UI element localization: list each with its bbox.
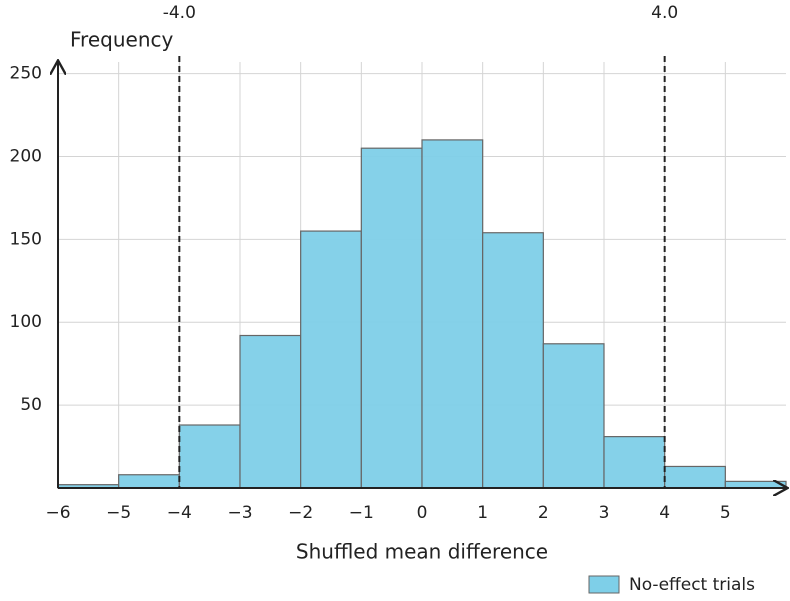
bar bbox=[603, 436, 666, 489]
reference-label: 4.0 bbox=[651, 3, 678, 23]
x-axis-label: Shuffled mean difference bbox=[296, 540, 548, 564]
x-tick-label: −6 bbox=[45, 503, 70, 523]
bar bbox=[239, 334, 302, 489]
y-tick-label: 150 bbox=[10, 229, 42, 249]
legend-swatch bbox=[588, 575, 620, 594]
bar bbox=[300, 230, 362, 489]
bar bbox=[482, 232, 544, 489]
bar bbox=[664, 465, 726, 489]
x-tick-label: 4 bbox=[659, 503, 670, 523]
x-tick-label: −4 bbox=[167, 503, 192, 523]
y-tick-label: 50 bbox=[20, 395, 42, 415]
reference-label: -4.0 bbox=[163, 3, 196, 23]
bar bbox=[360, 147, 423, 489]
y-axis-label: Frequency bbox=[70, 28, 173, 52]
x-tick-label: 1 bbox=[477, 503, 488, 523]
bar bbox=[178, 424, 241, 489]
x-tick-label: 5 bbox=[720, 503, 731, 523]
bar bbox=[118, 474, 180, 489]
y-tick-label: 200 bbox=[10, 146, 42, 166]
y-tick-label: 100 bbox=[10, 312, 42, 332]
x-tick-label: 3 bbox=[599, 503, 610, 523]
bar bbox=[542, 343, 605, 489]
x-tick-label: 0 bbox=[417, 503, 428, 523]
x-tick-label: −5 bbox=[106, 503, 131, 523]
x-tick-label: −1 bbox=[349, 503, 374, 523]
legend-label: No-effect trials bbox=[629, 575, 755, 595]
y-tick-label: 250 bbox=[10, 64, 42, 84]
x-tick-label: −3 bbox=[227, 503, 252, 523]
bar bbox=[421, 139, 484, 489]
x-tick-label: 2 bbox=[538, 503, 549, 523]
x-tick-label: −2 bbox=[288, 503, 313, 523]
